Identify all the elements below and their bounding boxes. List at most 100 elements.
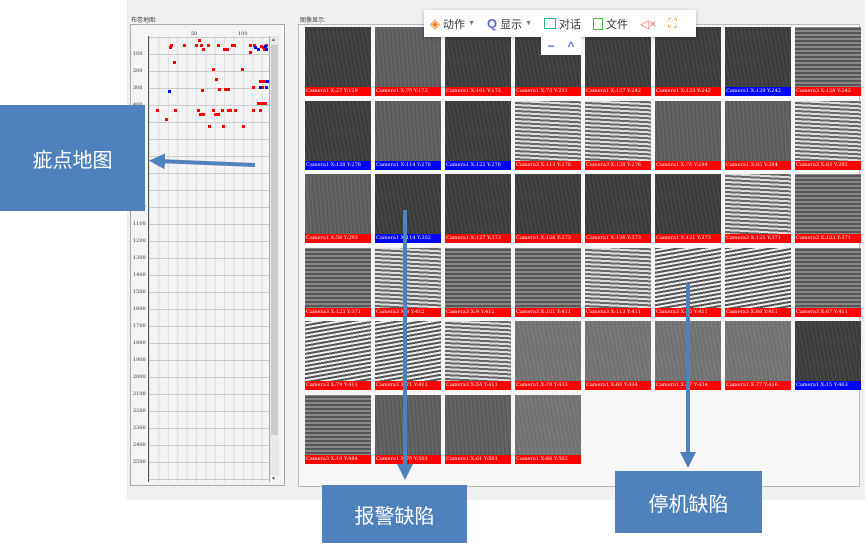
tile-caption: Camera1 X:114 Y:276: [375, 160, 441, 170]
tile-caption: Camera1 X:126 Y:373: [515, 234, 581, 243]
tile-caption: Camera1 X:101 Y:172: [445, 87, 511, 96]
defect-image-tile[interactable]: Camera1 X:58 Y:293: [305, 174, 371, 243]
alarm-defect-point: [216, 113, 220, 117]
mute-button[interactable]: ◁×: [640, 17, 656, 31]
defect-image-tile[interactable]: Camera3 X:88 Y:411: [725, 247, 791, 317]
layers-icon: ◈: [430, 15, 440, 31]
dialog-button[interactable]: 对话: [544, 16, 581, 32]
defect-image-tile[interactable]: Camera1 X:15 Y:463: [795, 321, 861, 390]
defect-map-callout: 疵点地图: [0, 105, 145, 211]
defect-image-tile[interactable]: Camera1 X:122 Y:276: [445, 100, 511, 170]
fullscreen-button[interactable]: ⛶: [668, 16, 676, 31]
defect-image-tile[interactable]: Camera1 X:101 Y:172: [445, 27, 511, 96]
tile-caption: Camera1 X:123 Y:242: [655, 87, 721, 96]
scroll-up-icon[interactable]: ▲: [271, 37, 276, 43]
defect-image-tile[interactable]: Camera3 X:128 Y:276: [585, 100, 651, 170]
defect-image-tile[interactable]: Camera3 X:123 Y:371: [795, 174, 861, 243]
y-tick-label: 200: [133, 68, 143, 74]
defect-image-tile[interactable]: Camera3 X:123 Y:371: [305, 247, 371, 317]
defect-image-tile[interactable]: Camera1 X:127 Y:373: [445, 174, 511, 243]
tile-caption: Camera1 X:70 Y:172: [375, 87, 441, 96]
tile-caption: Camera3 X:101 Y:411: [515, 307, 581, 317]
chat-icon: [544, 18, 556, 29]
y-tick-label: 300: [133, 85, 143, 91]
scroll-down-icon[interactable]: ▼: [271, 476, 276, 482]
defect-image-tile[interactable]: Camera1 X:127 Y:242: [585, 27, 651, 96]
stop-defect-point: [254, 46, 258, 50]
alarm-defect-point: [223, 48, 227, 52]
alarm-defect-point: [252, 108, 256, 112]
alarm-defect-point: [259, 45, 263, 48]
caret-down-icon: ▼: [525, 20, 532, 27]
defect-image-tile[interactable]: Camera1 X:61 Y:501: [445, 394, 511, 464]
tile-caption: Camera1 X:121 Y:373: [655, 234, 721, 243]
alarm-defect-point: [198, 113, 202, 116]
defect-image-tile[interactable]: Camera3 X:128 Y:242: [795, 27, 861, 96]
tile-caption: Camera3 X:123 Y:371: [795, 234, 861, 243]
y-tick-label: 2200: [133, 408, 146, 414]
defect-image-tile[interactable]: Camera1 X:121 Y:373: [655, 174, 721, 243]
alarm-defect-point: [241, 68, 244, 72]
alarm-defect-point: [261, 46, 265, 50]
alarm-defect-point: [222, 124, 226, 128]
defect-image-tile[interactable]: Camera3 X:54 Y:411: [445, 321, 511, 390]
y-tick-label: 2100: [133, 391, 146, 397]
defect-image-tile[interactable]: Camera3 X:125 Y:371: [725, 174, 791, 243]
defect-image-tile[interactable]: Camera3 X:113 Y:411: [585, 247, 651, 317]
chevron-up-icon[interactable]: ^: [567, 39, 575, 53]
defect-image-tile[interactable]: Camera1 X:70 Y:172: [375, 27, 441, 96]
defect-image-tile[interactable]: Camera3 X:101 Y:411: [515, 247, 581, 317]
tile-caption: Camera1 X:127 Y:242: [585, 87, 651, 96]
tile-caption: Camera3 X:128 Y:242: [795, 87, 861, 96]
tile-caption: Camera1 X:61 Y:501: [445, 454, 511, 464]
defect-image-tile[interactable]: Camera3 X:79 Y:411: [305, 321, 371, 390]
defect-image-tile[interactable]: Camera1 X:114 Y:276: [375, 100, 441, 170]
defect-map-plot[interactable]: [148, 36, 270, 482]
alarm-defect-point: [234, 108, 238, 112]
stop-defect-point: [167, 90, 171, 94]
defect-image-tile[interactable]: Camera1 X:74 Y:433: [515, 321, 581, 390]
defect-image-tile[interactable]: Camera3 X:9 Y:412: [445, 247, 511, 317]
defect-image-tile[interactable]: Camera1 X:77 Y:436: [725, 321, 791, 390]
map-scrollbar-thumb[interactable]: [271, 45, 278, 435]
defect-image-tile[interactable]: Camera3 X:71 Y:411: [375, 321, 441, 390]
defect-image-tile[interactable]: Camera1 X:27 Y:129: [305, 27, 371, 96]
defect-image-tile[interactable]: Camera3 X:67 Y:411: [795, 247, 861, 317]
defect-image-tile[interactable]: Camera1 X:66 Y:502: [515, 394, 581, 464]
defect-image-tile[interactable]: Camera3 X:19 Y:484: [305, 394, 371, 464]
alarm-defect-point: [200, 88, 204, 92]
tile-caption: Camera1 X:85 Y:284: [725, 160, 791, 170]
alarm-defect-point: [213, 113, 217, 116]
tile-caption: Camera1 X:127 Y:373: [445, 234, 511, 243]
alarm-defect-point: [174, 108, 178, 112]
tile-caption: Camera3 X:125 Y:371: [725, 234, 791, 243]
alarm-defect-point: [201, 48, 205, 52]
defect-image-tile[interactable]: Camera3 X:113 Y:276: [515, 100, 581, 170]
alarm-defect-point: [211, 108, 215, 112]
defect-image-tile[interactable]: Camera1 X:70 Y:501: [375, 394, 441, 464]
y-tick-label: 1300: [133, 255, 146, 261]
alarm-defect-point: [260, 80, 264, 84]
defect-image-tile[interactable]: Camera3 X:8 Y:412: [375, 247, 441, 317]
display-menu-button[interactable]: Q 显示 ▼: [487, 16, 532, 32]
defect-image-tile[interactable]: Camera1 X:129 Y:242: [725, 27, 791, 96]
defect-image-tile[interactable]: Camera1 X:126 Y:373: [585, 174, 651, 243]
defect-image-tile[interactable]: Camera1 X:60 Y:434: [585, 321, 651, 390]
defect-image-tile[interactable]: Camera1 X:128 Y:276: [305, 100, 371, 170]
alarm-defect-point: [216, 43, 220, 47]
alarm-defect-point: [233, 43, 237, 47]
defect-image-tile[interactable]: Camera1 X:126 Y:373: [515, 174, 581, 243]
alarm-defect-point: [262, 48, 266, 52]
action-menu-button[interactable]: ◈ 动作 ▼: [430, 16, 475, 32]
collapse-button[interactable]: −: [547, 39, 555, 53]
stop-defect-point: [256, 48, 260, 52]
fullscreen-icon: ⛶: [668, 16, 677, 30]
defect-image-tile[interactable]: Camera1 X:123 Y:242: [655, 27, 721, 96]
file-button[interactable]: 文件: [593, 16, 628, 32]
tile-caption: Camera3 X:79 Y:411: [305, 381, 371, 390]
defect-image-tile[interactable]: Camera1 X:76 Y:284: [655, 100, 721, 170]
defect-image-tile[interactable]: Camera3 X:83 Y:292: [795, 100, 861, 170]
defect-image-tile[interactable]: Camera1 X:85 Y:284: [725, 100, 791, 170]
y-tick-label: 1100: [133, 221, 146, 227]
alarm-defect-point: [226, 108, 230, 112]
